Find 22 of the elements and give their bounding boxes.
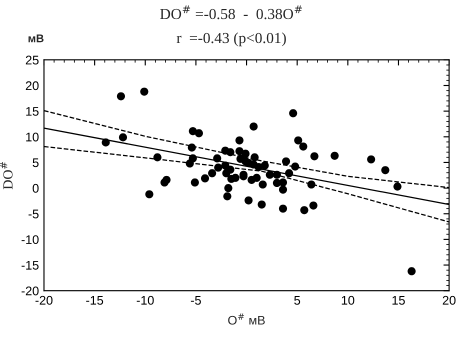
- y-tick-label: -10: [22, 235, 39, 244]
- x-tick-label: -5: [190, 296, 201, 305]
- y-tick-label: 0: [32, 184, 39, 193]
- y-tick-label: -20: [22, 286, 39, 296]
- y-tick-label: 10: [26, 132, 39, 142]
- x-tick-label: 15: [392, 296, 405, 305]
- y-tick-label: 20: [26, 81, 39, 90]
- x-tick-label: 10: [342, 296, 354, 305]
- x-tick-label: -15: [86, 296, 104, 305]
- y-tick-label: -5: [28, 210, 39, 218]
- x-tick-label: 5: [294, 296, 300, 305]
- x-tick-label: 20: [442, 296, 456, 305]
- y-tick-label: 5: [32, 158, 39, 168]
- y-axis-title: DO$^{#}$: [0, 162, 13, 190]
- text: мВ: [28, 34, 44, 42]
- x-axis-title: O$^{#}$ мВ: [228, 313, 265, 325]
- chart-title: DO$^{#}$ =-0.58 - 0.38O$^{#}$: [160, 5, 302, 20]
- y-tick-label: 15: [26, 107, 39, 116]
- x-tick-label: -10: [136, 296, 154, 305]
- y-tick-label: 25: [26, 56, 39, 64]
- chart-subtitle: r =-0.43 (p<0.01): [176, 32, 286, 46]
- y-tick-label: -15: [22, 260, 39, 270]
